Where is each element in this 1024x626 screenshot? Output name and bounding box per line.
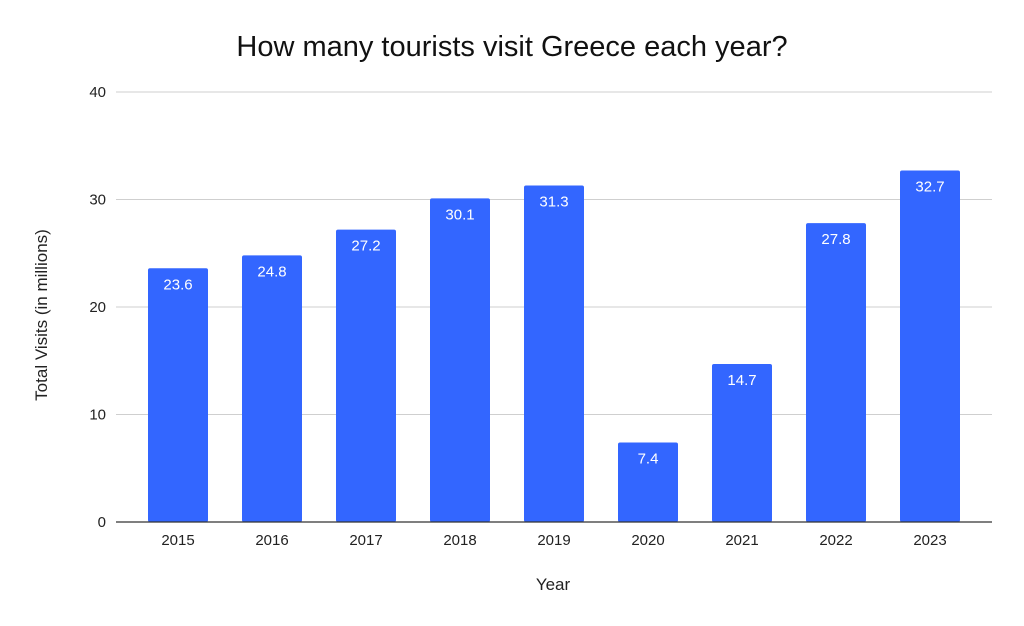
bar-2017	[336, 229, 396, 522]
bar-2020	[618, 442, 678, 522]
bar-2023	[900, 170, 960, 522]
x-tick-label: 2016	[255, 532, 288, 549]
data-label: 32.7	[915, 178, 944, 195]
bar-2021	[712, 363, 772, 522]
chart-title: How many tourists visit Greece each year…	[236, 31, 787, 63]
y-tick-label: 30	[89, 192, 106, 209]
y-tick-label: 40	[89, 84, 106, 101]
x-tick-label: 2019	[537, 532, 570, 549]
x-tick-label: 2015	[161, 532, 194, 549]
x-tick-label: 2020	[631, 532, 664, 549]
bar-2018	[430, 198, 490, 523]
bar-2015	[148, 268, 208, 522]
y-axis-title: Total Visits (in millions)	[32, 229, 51, 401]
bars	[148, 170, 960, 523]
x-tick-label: 2018	[443, 532, 476, 549]
data-label: 31.3	[539, 194, 568, 211]
x-axis-title: Year	[536, 575, 571, 594]
data-label: 27.2	[351, 238, 380, 255]
x-tick-label: 2022	[819, 532, 852, 549]
data-label: 23.6	[163, 276, 192, 293]
data-labels: 23.6 24.8 27.2 30.1 31.3 7.4 14.7 27.8 32.7	[163, 178, 944, 467]
y-tick-label: 10	[89, 407, 106, 424]
data-label: 7.4	[638, 450, 659, 467]
y-tick-label: 20	[89, 299, 106, 316]
bar-2022	[806, 223, 866, 522]
x-tick-label: 2017	[349, 532, 382, 549]
data-label: 27.8	[821, 231, 850, 248]
data-label: 24.8	[257, 263, 286, 280]
x-axis-ticks: 2015 2016 2017 2018 2019 2020 2021 2022 2023	[161, 532, 946, 549]
data-label: 14.7	[727, 372, 756, 389]
x-tick-label: 2023	[913, 532, 946, 549]
bar-2019	[524, 185, 584, 522]
data-label: 30.1	[445, 206, 474, 223]
x-tick-label: 2021	[725, 532, 758, 549]
y-tick-label: 0	[98, 514, 106, 531]
bar-2016	[242, 255, 302, 522]
y-axis-ticks: 0 10 20 30 40	[89, 84, 106, 531]
